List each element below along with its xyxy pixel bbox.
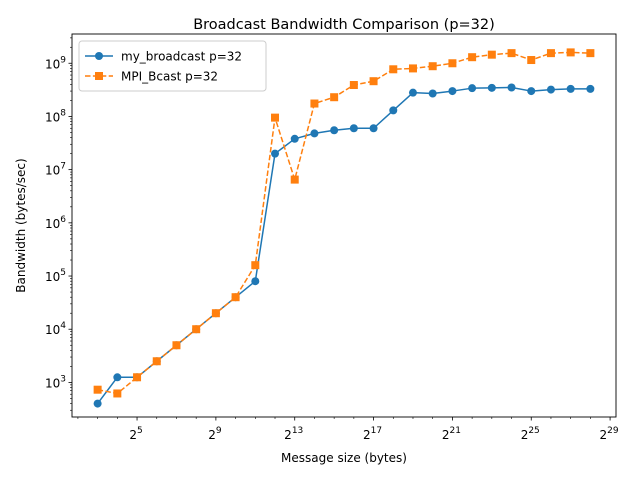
legend-item: my_broadcast p=32 [85,50,242,64]
data-point [251,261,260,270]
x-tick-label: 25 [129,426,142,442]
data-point [527,87,536,96]
x-tick-label: 29 [208,426,222,442]
data-point [487,83,496,92]
data-point [428,89,437,98]
y-tick-label: 104 [45,321,66,337]
data-point [211,309,220,318]
data-point [251,277,260,286]
y-tick-label: 109 [45,55,66,71]
data-point [113,389,122,398]
y-tick-label: 107 [45,162,66,178]
data-point [546,85,555,94]
x-axis-title: Message size (bytes) [281,451,407,465]
data-point [389,106,398,115]
data-point [408,88,417,97]
data-point [271,149,280,158]
data-point [586,49,595,58]
y-tick-label: 108 [45,108,66,124]
y-axis: 103 104 105 106 107 108 109 [45,37,72,411]
data-point [172,341,181,350]
data-point [93,385,102,394]
data-point [448,87,457,96]
data-point [448,59,457,68]
x-tick-label: 213 [284,426,303,442]
data-point [310,129,319,138]
series-mpi-bcast [93,48,595,398]
data-point [330,126,339,135]
data-point [586,84,595,93]
legend-swatch-marker [95,72,103,80]
legend-label: my_broadcast p=32 [121,50,242,64]
data-point [527,56,536,65]
data-point [349,124,358,133]
legend-label: MPI_Bcast p=32 [121,70,218,84]
data-point [231,293,240,302]
data-point [487,50,496,59]
data-point [93,399,102,408]
legend-item: MPI_Bcast p=32 [85,70,218,84]
y-tick-label: 105 [45,268,66,284]
data-point [468,53,477,62]
data-point [428,62,437,71]
x-tick-label: 229 [600,426,619,442]
x-axis: 25 29 213 217 221 225 229 [77,417,619,442]
chart-title: Broadcast Bandwidth Comparison (p=32) [193,17,495,33]
y-tick-label: 103 [45,374,66,390]
data-point [310,99,319,108]
data-point [152,357,161,366]
data-point [566,48,575,57]
y-axis-title: Bandwidth (bytes/sec) [14,158,28,292]
legend-box [78,40,267,92]
data-point [290,175,299,184]
legend-swatch-marker [95,52,103,60]
data-point [192,325,201,334]
data-point [271,113,280,122]
legend: my_broadcast p=32 MPI_Bcast p=32 [78,40,267,92]
data-point [546,49,555,58]
data-point [389,65,398,74]
data-point [507,83,516,92]
x-tick-label: 217 [363,426,382,442]
data-point [113,373,122,382]
data-point [330,93,339,102]
data-point [369,77,378,86]
plot-area [93,48,595,408]
data-point [290,134,299,143]
x-tick-label: 221 [442,426,461,442]
data-point [369,124,378,133]
y-tick-label: 106 [45,215,66,231]
data-point [566,84,575,93]
data-point [133,373,142,382]
data-point [349,81,358,90]
data-point [468,84,477,93]
data-point [408,64,417,73]
data-point [507,49,516,58]
x-tick-label: 225 [521,426,540,442]
